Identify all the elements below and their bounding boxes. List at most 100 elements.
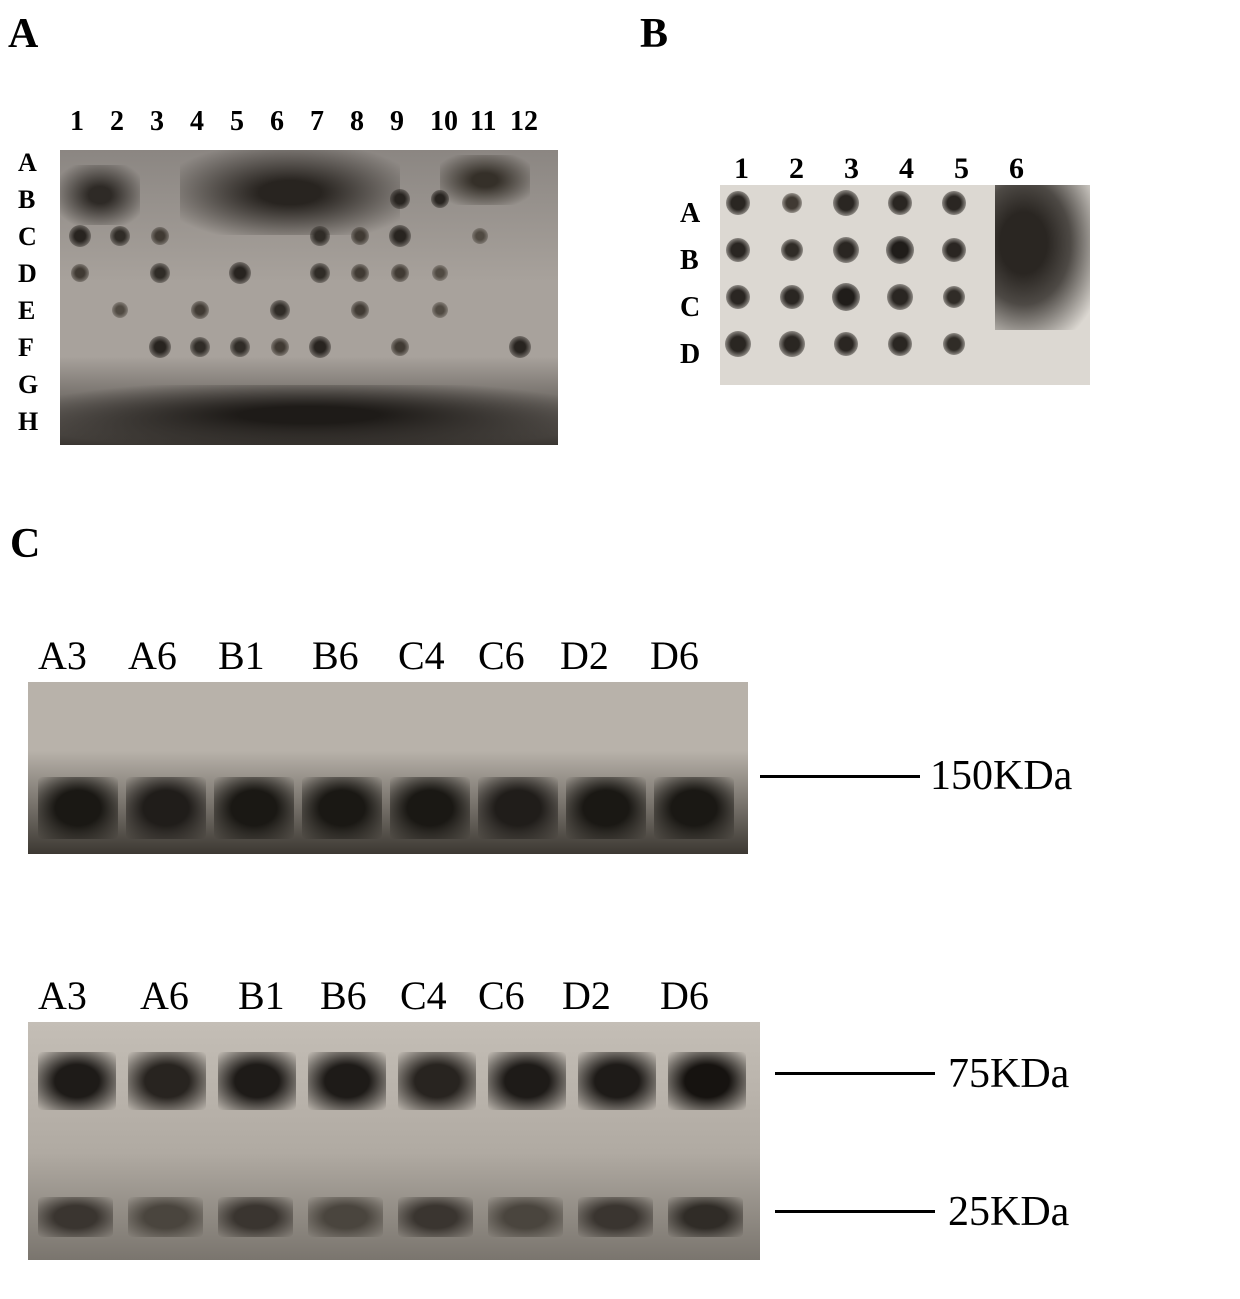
panel-b-col-label: 4 (899, 152, 914, 186)
blot-dark-patch (180, 150, 400, 235)
western-band (38, 1197, 113, 1237)
blot-spot (230, 337, 250, 357)
western-band (214, 777, 294, 839)
blot2-lane-label: B6 (320, 972, 367, 1019)
blot-spot (149, 336, 171, 358)
blot-spot (726, 191, 750, 215)
blot-spot (191, 301, 209, 319)
panel-a-col-label: 3 (150, 106, 164, 138)
blot2-lane-label: A6 (140, 972, 189, 1019)
blot-spot (309, 336, 331, 358)
blot2-lane-label: C6 (478, 972, 525, 1019)
blot-spot (151, 227, 169, 245)
panel-a-col-label: 9 (390, 106, 404, 138)
blot-spot (270, 300, 290, 320)
blot-spot (190, 337, 210, 357)
blot-spot (229, 262, 251, 284)
western-band (668, 1197, 743, 1237)
panel-b-row-label: D (680, 339, 700, 371)
blot-dark-patch (60, 165, 140, 225)
panel-a-col-label: 10 (430, 106, 458, 138)
panel-a-row-label: G (18, 370, 38, 400)
panel-a-col-label: 11 (470, 106, 496, 138)
blot-spot (781, 239, 803, 261)
blot-dark-patch (995, 185, 1090, 330)
panel-a-blot-image (60, 150, 558, 445)
blot-spot (351, 301, 369, 319)
panel-a-row-label: A (18, 148, 37, 178)
western-band (668, 1052, 746, 1110)
panel-a-col-label: 4 (190, 106, 204, 138)
blot2-size-line (775, 1072, 935, 1075)
panel-a-row-label: C (18, 222, 37, 252)
panel-b-label: B (640, 10, 668, 58)
blot1-lane-label: D2 (560, 632, 609, 679)
panel-b-col-label: 1 (734, 152, 749, 186)
western-band (308, 1052, 386, 1110)
western-band (398, 1052, 476, 1110)
blot1-lane-label: B1 (218, 632, 265, 679)
blot1-lane-label: B6 (312, 632, 359, 679)
panel-a-row-label: D (18, 259, 37, 289)
blot-spot (832, 283, 860, 311)
western-band (578, 1197, 653, 1237)
panel-b-col-label: 2 (789, 152, 804, 186)
western-band (126, 777, 206, 839)
blot-dark-patch (440, 155, 530, 205)
panel-c-blot1-image (28, 682, 748, 854)
blot-spot (351, 227, 369, 245)
panel-b-row-label: B (680, 245, 699, 277)
blot-spot (432, 302, 448, 318)
blot1-size-label: 150KDa (930, 752, 1072, 800)
panel-a-col-label: 6 (270, 106, 284, 138)
western-band (654, 777, 734, 839)
panel-b-row-label: C (680, 292, 700, 324)
blot-spot (509, 336, 531, 358)
blot-spot (782, 193, 802, 213)
panel-b-row-label: A (680, 198, 700, 230)
western-band (390, 777, 470, 839)
western-band (488, 1052, 566, 1110)
blot-spot (833, 190, 859, 216)
western-band (578, 1052, 656, 1110)
blot-spot (887, 284, 913, 310)
blot2-lane-label: C4 (400, 972, 447, 1019)
panel-b-col-label: 6 (1009, 152, 1024, 186)
western-band (128, 1052, 206, 1110)
blot-spot (943, 333, 965, 355)
blot1-lane-label: A3 (38, 632, 87, 679)
blot2-lane-label: A3 (38, 972, 87, 1019)
blot-spot (310, 226, 330, 246)
panel-a-col-label: 12 (510, 106, 538, 138)
blot-spot (71, 264, 89, 282)
western-band (128, 1197, 203, 1237)
panel-a-col-label: 1 (70, 106, 84, 138)
panel-a-row-label: B (18, 185, 35, 215)
western-band (302, 777, 382, 839)
blot-spot (432, 265, 448, 281)
panel-a-col-label: 5 (230, 106, 244, 138)
blot-spot (942, 191, 966, 215)
western-band (308, 1197, 383, 1237)
panel-c-label: C (10, 520, 40, 568)
panel-b-blot-image (720, 185, 1090, 385)
panel-a-row-label: H (18, 407, 38, 437)
blot-spot (390, 189, 410, 209)
blot1-lane-label: D6 (650, 632, 699, 679)
blot-spot (942, 238, 966, 262)
western-band (218, 1197, 293, 1237)
western-band (478, 777, 558, 839)
blot2-size-line (775, 1210, 935, 1213)
panel-b-col-label: 5 (954, 152, 969, 186)
blot2-size-label: 25KDa (948, 1188, 1069, 1236)
blot-spot (391, 264, 409, 282)
blot-spot (431, 190, 449, 208)
blot-spot (310, 263, 330, 283)
panel-a-row-label: F (18, 333, 34, 363)
western-band (488, 1197, 563, 1237)
panel-a-col-label: 7 (310, 106, 324, 138)
blot1-lane-label: C4 (398, 632, 445, 679)
western-band (566, 777, 646, 839)
blot-spot (888, 191, 912, 215)
blot-spot (725, 331, 751, 357)
